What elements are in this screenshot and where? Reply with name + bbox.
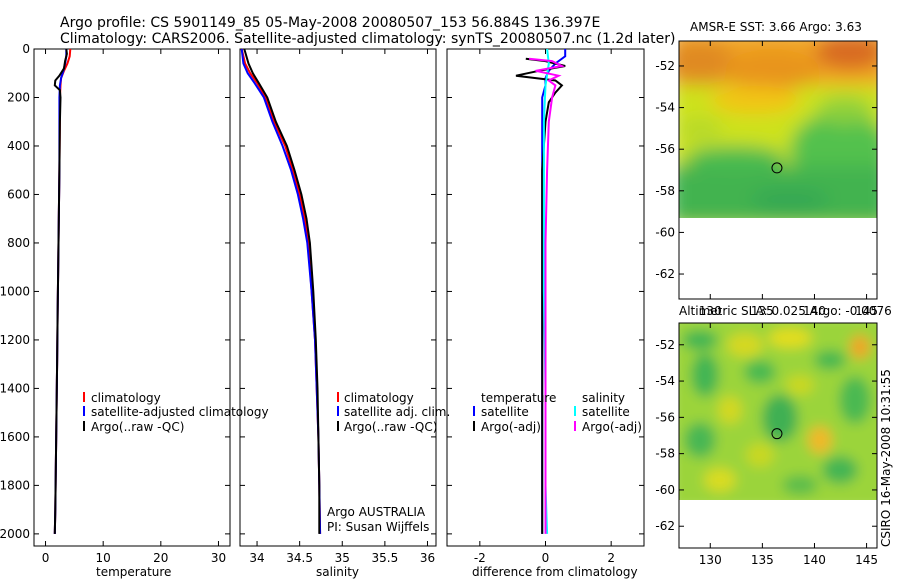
x-tick-label: 130 bbox=[699, 304, 722, 318]
sst-field bbox=[679, 41, 877, 218]
legend-label: Argo(-adj) bbox=[582, 420, 642, 434]
legend-label: satellite bbox=[481, 405, 529, 419]
x-tick-label: 10 bbox=[96, 551, 111, 565]
sla-map-panel: Altimetric SLA: 0.025 Argo: -0.0076 bbox=[655, 304, 891, 567]
title-line-1: Argo profile: CS 5901149_85 05-May-2008 … bbox=[60, 15, 600, 31]
y-tick-label: -54 bbox=[655, 374, 675, 388]
legend-label: Argo(..raw -QC) bbox=[91, 420, 184, 434]
sst-no-data bbox=[679, 218, 877, 299]
difference-panel: -2 0 2 difference from climatology tempera… bbox=[446, 48, 645, 579]
salinity-panel: 34 34.5 35 35.5 36 salinity climatology sate… bbox=[239, 48, 450, 579]
x-tick-label: 145 bbox=[855, 553, 878, 567]
sst-map-ticks: 130 135 140 145 -52 -54 -56 -58 -60 -62 bbox=[655, 41, 878, 318]
temperature-lines bbox=[53, 48, 72, 534]
x-tick-label: 0 bbox=[542, 551, 550, 565]
legend-label: climatology bbox=[344, 391, 414, 405]
x-tick-label: 145 bbox=[855, 304, 878, 318]
legend-label: Argo(..raw -QC) bbox=[344, 420, 437, 434]
salinity-xlabel: salinity bbox=[316, 565, 359, 579]
legend-heading-salinity: salinity bbox=[582, 391, 625, 405]
sla-map-ticks: 130 135 140 145 -52 -54 -56 -58 -60 -62 bbox=[655, 323, 878, 567]
profile-line bbox=[240, 48, 322, 534]
y-tick-label: 200 bbox=[7, 90, 30, 104]
annotation-program: Argo AUSTRALIA bbox=[327, 505, 426, 519]
y-tick-label: -54 bbox=[655, 101, 675, 115]
sst-map-panel: AMSR-E SST: 3.66 Argo: 3.63 130 135 140 145… bbox=[655, 20, 878, 318]
x-tick-label: 2 bbox=[607, 551, 615, 565]
y-tick-label: -62 bbox=[655, 267, 675, 281]
x-tick-label: 20 bbox=[153, 551, 168, 565]
y-tick-label: 1400 bbox=[0, 381, 30, 395]
y-tick-label: 1200 bbox=[0, 333, 30, 347]
salinity-legend: climatology satellite adj. clim. Argo(..… bbox=[337, 391, 450, 434]
difference-xlabel: difference from climatology bbox=[472, 565, 638, 579]
profile-line bbox=[53, 48, 68, 534]
sst-map-axes bbox=[678, 40, 878, 300]
sst-map-title: AMSR-E SST: 3.66 Argo: 3.63 bbox=[690, 20, 862, 34]
y-tick-label: 1000 bbox=[0, 284, 30, 298]
x-tick-label: 140 bbox=[803, 553, 826, 567]
y-tick-label: -56 bbox=[655, 142, 675, 156]
title-line-2: Climatology: CARS2006. Satellite-adjuste… bbox=[60, 31, 675, 47]
legend-label: Argo(-adj) bbox=[481, 420, 541, 434]
legend-label: satellite adj. clim. bbox=[344, 405, 450, 419]
x-tick-label: 34.5 bbox=[286, 551, 313, 565]
x-tick-label: 34 bbox=[249, 551, 264, 565]
y-tick-label: -56 bbox=[655, 410, 675, 424]
salinity-axes bbox=[239, 48, 437, 547]
temperature-xlabel: temperature bbox=[96, 565, 171, 579]
salinity-ticks: 34 34.5 35 35.5 36 bbox=[240, 48, 436, 565]
temperature-panel: 0 10 20 30 0 200 400 600 800 1000 1200 1400 1600 1800… bbox=[0, 42, 269, 579]
x-tick-label: 35 bbox=[335, 551, 350, 565]
y-tick-label: -60 bbox=[655, 483, 675, 497]
legend-label: satellite bbox=[582, 405, 630, 419]
temperature-legend: climatology satellite-adjusted climatolo… bbox=[83, 391, 269, 434]
y-tick-label: 1600 bbox=[0, 430, 30, 444]
legend-label: satellite-adjusted climatology bbox=[91, 405, 269, 419]
x-tick-label: 135 bbox=[751, 553, 774, 567]
y-tick-label: -52 bbox=[655, 59, 675, 73]
x-tick-label: 140 bbox=[803, 304, 826, 318]
y-tick-label: 600 bbox=[7, 187, 30, 201]
difference-ticks: -2 0 2 bbox=[447, 48, 644, 565]
y-tick-label: -62 bbox=[655, 519, 675, 533]
profile-line bbox=[243, 48, 321, 534]
sla-field bbox=[679, 323, 877, 500]
x-tick-label: 30 bbox=[211, 551, 226, 565]
y-tick-label: 2000 bbox=[0, 527, 30, 541]
argo-location-marker bbox=[771, 162, 783, 174]
x-tick-label: 135 bbox=[751, 304, 774, 318]
sla-map-title: Altimetric SLA: 0.025 Argo: -0.0076 bbox=[679, 304, 892, 318]
profile-line bbox=[240, 48, 322, 534]
temperature-ticks: 0 10 20 30 0 200 400 600 800 1000 1200 1400 1600 1800… bbox=[0, 42, 230, 565]
y-tick-label: 800 bbox=[7, 236, 30, 250]
x-tick-label: -2 bbox=[474, 551, 486, 565]
x-tick-label: 130 bbox=[699, 553, 722, 567]
y-tick-label: 0 bbox=[22, 42, 30, 56]
annotation-pi: PI: Susan Wijffels bbox=[327, 520, 429, 534]
y-tick-label: -52 bbox=[655, 338, 675, 352]
y-tick-label: 400 bbox=[7, 139, 30, 153]
x-tick-label: 0 bbox=[42, 551, 50, 565]
x-tick-label: 35.5 bbox=[372, 551, 399, 565]
profile-line bbox=[528, 57, 566, 534]
sla-no-data bbox=[679, 500, 877, 548]
timestamp-stamp: CSIRO 16-May-2008 10:31:55 bbox=[879, 369, 893, 547]
difference-legend: temperature satellite Argo(-adj) salinit… bbox=[473, 391, 642, 434]
x-tick-label: 36 bbox=[420, 551, 435, 565]
legend-label: climatology bbox=[91, 391, 161, 405]
y-tick-label: -58 bbox=[655, 184, 675, 198]
temperature-axes bbox=[33, 48, 231, 547]
y-tick-label: 1800 bbox=[0, 478, 30, 492]
legend-heading-temperature: temperature bbox=[481, 391, 556, 405]
difference-lines bbox=[515, 48, 567, 534]
argo-location-marker bbox=[771, 428, 783, 440]
y-tick-label: -60 bbox=[655, 225, 675, 239]
y-tick-label: -58 bbox=[655, 447, 675, 461]
profile-line bbox=[515, 57, 566, 534]
salinity-lines bbox=[240, 48, 322, 534]
sla-map-axes bbox=[678, 322, 878, 549]
